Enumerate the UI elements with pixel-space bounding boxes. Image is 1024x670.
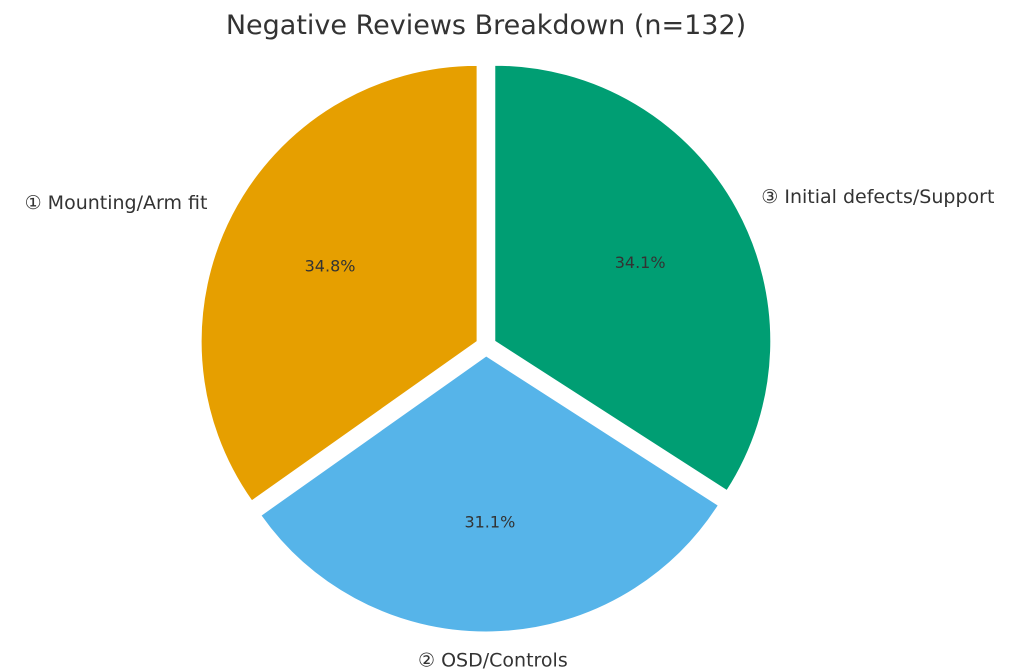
- chart-title: Negative Reviews Breakdown (n=132): [226, 10, 746, 41]
- slice-category-label-2: ② OSD/Controls: [418, 650, 568, 670]
- pie-slices: [200, 64, 772, 633]
- slice-category-label-3: ③ Initial defects/Support: [761, 186, 994, 208]
- pie-slice-2: [260, 355, 720, 633]
- slice-percent-label-2: 31.1%: [464, 513, 515, 532]
- slice-category-label-1: ① Mounting/Arm fit: [25, 192, 208, 214]
- pie-labels: 34.8% ① Mounting/Arm fit 31.1% ② OSD/Contro…: [25, 186, 995, 670]
- slice-percent-label-3: 34.1%: [615, 253, 666, 272]
- pie-slice-3: [494, 64, 772, 492]
- pie-slice-1: [200, 64, 478, 502]
- slice-percent-label-1: 34.8%: [305, 256, 356, 275]
